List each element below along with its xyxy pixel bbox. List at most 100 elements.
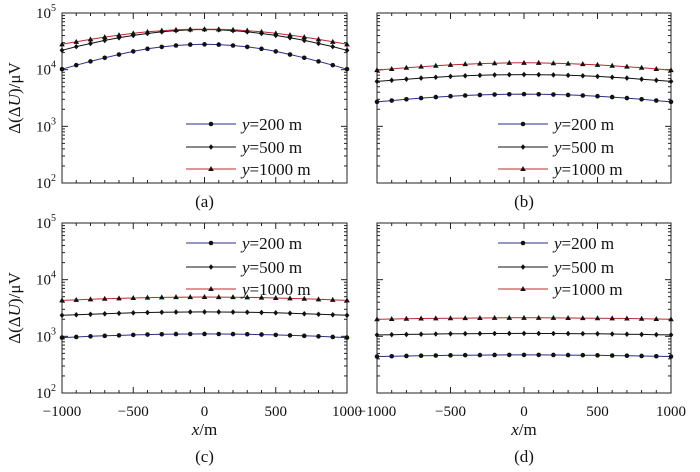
- data-point: [73, 311, 79, 318]
- data-point: [535, 59, 542, 65]
- data-point: [521, 71, 527, 78]
- data-point: [506, 330, 512, 337]
- data-point: [259, 332, 264, 337]
- data-point: [624, 331, 630, 338]
- data-point: [462, 72, 468, 79]
- x-tick-label: 1000: [656, 404, 686, 420]
- x-tick-label: −500: [435, 404, 466, 420]
- data-point: [624, 75, 630, 81]
- data-point: [316, 59, 321, 64]
- data-point: [88, 59, 93, 64]
- data-point: [102, 55, 108, 61]
- panel-label: (c): [195, 447, 214, 466]
- data-point: [433, 94, 439, 100]
- y-tick-label: 104: [36, 270, 56, 289]
- data-point: [244, 331, 250, 337]
- data-point: [102, 333, 108, 339]
- data-point: [202, 309, 207, 315]
- x-axis-label: x/m: [191, 420, 218, 439]
- data-point: [230, 309, 236, 315]
- data-point: [521, 352, 527, 358]
- legend-marker: [208, 144, 214, 150]
- data-point: [287, 35, 293, 41]
- data-point: [344, 312, 350, 319]
- data-point: [550, 314, 557, 320]
- data-point: [404, 96, 409, 102]
- y-tick-label: 104: [36, 60, 56, 79]
- data-point: [101, 34, 108, 40]
- series-y-200-m: [374, 352, 674, 359]
- data-point: [448, 93, 453, 99]
- data-point: [173, 26, 179, 32]
- data-point: [173, 294, 179, 300]
- data-point: [273, 32, 279, 39]
- panel-label: (a): [195, 192, 214, 211]
- data-point: [59, 47, 65, 54]
- data-point: [404, 353, 409, 359]
- data-point: [287, 32, 293, 38]
- series-y-500-m: [374, 71, 674, 85]
- y-axis-label: Δ(ΔU)/μV: [5, 61, 24, 133]
- data-point: [462, 330, 468, 337]
- data-point: [639, 331, 644, 338]
- data-point: [316, 40, 321, 47]
- legend-label: y=500 m: [552, 138, 614, 157]
- panel-label: (b): [514, 192, 534, 211]
- data-point: [259, 309, 264, 316]
- data-point: [595, 331, 600, 337]
- data-point: [344, 47, 350, 54]
- data-point: [230, 294, 236, 300]
- y-axis-label: Δ(ΔU)/μV: [5, 271, 24, 343]
- data-point: [492, 72, 497, 78]
- data-point: [158, 27, 165, 33]
- data-point: [389, 353, 395, 359]
- data-point: [580, 61, 586, 67]
- legend-marker: [520, 240, 526, 246]
- panel-label: (d): [514, 447, 534, 466]
- data-point: [448, 73, 453, 80]
- data-point: [144, 294, 151, 300]
- data-point: [201, 294, 208, 300]
- data-point: [565, 72, 571, 79]
- legend-marker: [520, 264, 526, 270]
- data-point: [433, 74, 439, 81]
- data-point: [330, 62, 336, 68]
- data-point: [130, 310, 136, 316]
- data-point: [433, 62, 439, 68]
- data-point: [565, 352, 571, 358]
- data-point: [101, 295, 108, 301]
- x-axis-label: x/m: [510, 420, 537, 439]
- data-point: [59, 312, 65, 319]
- legend-label: y=500 m: [240, 258, 302, 277]
- legend-marker: [520, 144, 526, 150]
- data-point: [609, 62, 615, 68]
- data-point: [301, 333, 307, 339]
- data-point: [491, 60, 498, 66]
- data-point: [116, 295, 122, 301]
- data-point: [116, 310, 122, 317]
- data-point: [580, 330, 586, 337]
- data-point: [145, 309, 150, 316]
- data-point: [492, 352, 497, 358]
- data-point: [507, 352, 512, 358]
- data-point: [609, 353, 615, 358]
- data-point: [59, 335, 65, 340]
- data-point: [551, 352, 556, 358]
- data-point: [244, 44, 250, 50]
- data-point: [88, 311, 93, 318]
- data-point: [668, 354, 674, 359]
- data-point: [287, 310, 293, 317]
- data-point: [521, 330, 527, 337]
- data-point: [639, 96, 644, 102]
- legend-marker: [208, 264, 214, 270]
- data-point: [301, 310, 307, 317]
- data-point: [329, 296, 336, 302]
- data-point: [668, 332, 674, 338]
- y-tick-label: 105: [36, 213, 56, 232]
- data-point: [187, 42, 193, 47]
- data-point: [653, 77, 659, 84]
- data-point: [116, 52, 122, 57]
- data-point: [159, 44, 165, 50]
- data-point: [130, 294, 137, 300]
- data-point: [418, 315, 424, 321]
